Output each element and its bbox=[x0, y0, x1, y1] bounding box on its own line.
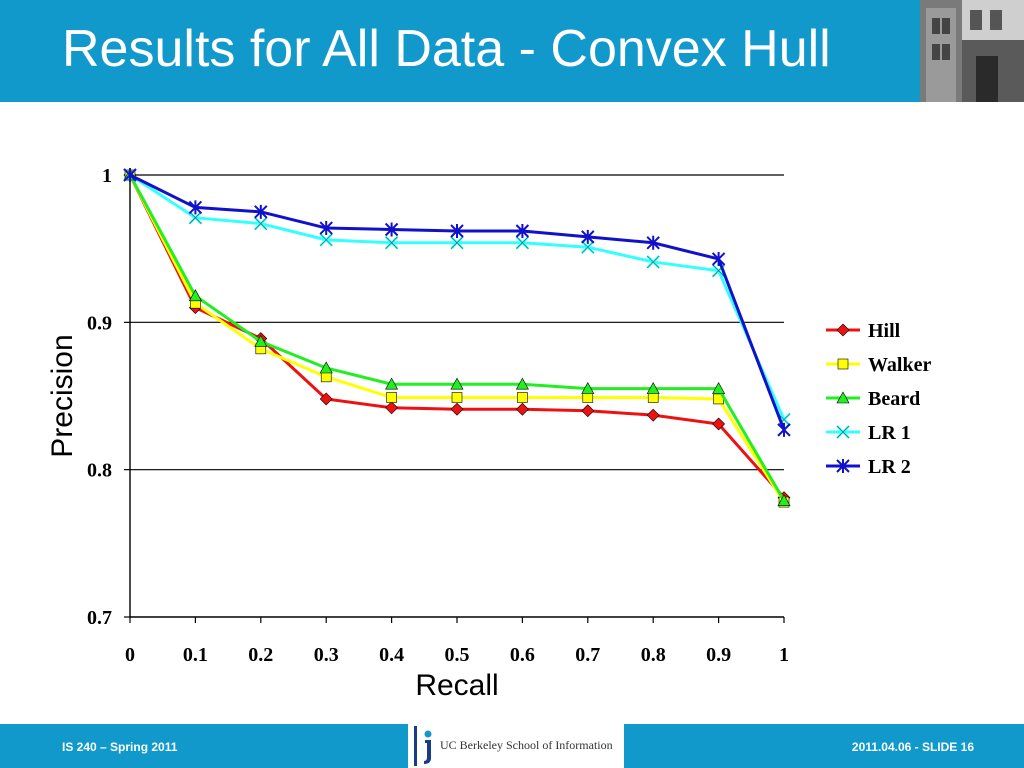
data-point bbox=[515, 223, 530, 238]
data-point bbox=[450, 402, 464, 416]
legend-item: Beard bbox=[826, 388, 920, 410]
legend: Hill Walker Beard LR 1 LR 2 bbox=[826, 320, 931, 478]
building-photo bbox=[920, 0, 1024, 102]
data-point bbox=[384, 222, 399, 237]
data-point bbox=[254, 216, 268, 231]
x-tick-label: 0.5 bbox=[445, 644, 470, 666]
legend-label: LR 1 bbox=[868, 422, 911, 444]
data-point bbox=[319, 233, 333, 247]
school-logo-text: UC Berkeley School of Information bbox=[440, 738, 613, 752]
axes bbox=[124, 174, 785, 623]
data-point bbox=[836, 425, 850, 439]
school-logo: UC Berkeley School of Information bbox=[408, 724, 624, 768]
x-tick-label: 0.8 bbox=[641, 644, 666, 666]
data-point bbox=[836, 391, 850, 404]
y-axis-title: Precision bbox=[46, 334, 79, 457]
series-lines bbox=[123, 168, 791, 508]
data-point bbox=[712, 382, 726, 394]
tick-labels: 0.7 0.8 0.9 1 0 0.1 0.2 0.3 0.4 0.5 0.6 0.7 0.8 0.9 1 bbox=[87, 165, 789, 666]
x-tick-label: 0.6 bbox=[510, 644, 535, 666]
data-point bbox=[515, 402, 529, 416]
data-point bbox=[581, 229, 595, 244]
x-tick-label: 0.1 bbox=[183, 644, 208, 666]
data-point bbox=[837, 358, 849, 370]
legend-label: LR 2 bbox=[868, 456, 911, 478]
data-point bbox=[777, 422, 791, 437]
x-tick-label: 0 bbox=[125, 644, 135, 666]
y-tick-label: 1 bbox=[102, 165, 112, 187]
data-point bbox=[450, 235, 464, 250]
data-point bbox=[647, 392, 659, 403]
data-point bbox=[517, 392, 528, 403]
slide-header: Results for All Data - Convex Hull bbox=[0, 0, 1024, 102]
series-line bbox=[129, 173, 786, 431]
data-point bbox=[319, 392, 333, 406]
data-point bbox=[386, 392, 397, 403]
data-point bbox=[581, 382, 595, 394]
data-point bbox=[385, 401, 399, 415]
data-point bbox=[123, 168, 137, 182]
data-point bbox=[515, 377, 529, 390]
x-tick-label: 1 bbox=[779, 644, 789, 666]
data-point bbox=[836, 323, 850, 337]
data-point bbox=[188, 289, 202, 302]
data-point bbox=[450, 223, 464, 238]
legend-label: Hill bbox=[868, 320, 901, 342]
x-tick-label: 0.7 bbox=[575, 644, 600, 666]
series-line bbox=[128, 174, 786, 502]
y-tick-label: 0.7 bbox=[87, 607, 112, 629]
data-point bbox=[515, 235, 530, 250]
data-point bbox=[646, 255, 660, 269]
data-point bbox=[319, 221, 333, 236]
data-point bbox=[836, 459, 850, 473]
y-tick-label: 0.9 bbox=[87, 312, 112, 334]
data-point bbox=[188, 210, 203, 225]
series-lr-2 bbox=[123, 168, 791, 437]
data-point bbox=[320, 371, 332, 383]
x-axis-title: Recall bbox=[415, 669, 498, 702]
data-point bbox=[384, 235, 399, 250]
data-point bbox=[581, 240, 595, 254]
data-point bbox=[188, 200, 203, 215]
slide-title: Results for All Data - Convex Hull bbox=[62, 20, 831, 78]
legend-item: Walker bbox=[826, 354, 931, 376]
x-tick-label: 0.9 bbox=[706, 644, 731, 666]
data-point bbox=[712, 417, 726, 431]
data-point bbox=[451, 392, 463, 403]
data-point bbox=[319, 361, 333, 374]
series-line bbox=[128, 174, 786, 499]
data-point bbox=[385, 377, 399, 390]
data-point bbox=[646, 235, 660, 250]
gridlines bbox=[130, 174, 784, 471]
data-point bbox=[581, 404, 595, 418]
legend-item: LR 1 bbox=[826, 422, 911, 444]
data-point bbox=[254, 334, 268, 347]
slide-number: 2011.04.06 - SLIDE 16 bbox=[851, 740, 974, 754]
legend-label: Beard bbox=[868, 388, 920, 410]
y-tick-label: 0.8 bbox=[87, 460, 112, 482]
legend-item: LR 2 bbox=[826, 456, 911, 478]
data-point bbox=[646, 382, 660, 394]
legend-label: Walker bbox=[868, 354, 931, 376]
data-point bbox=[450, 377, 464, 390]
data-point bbox=[254, 204, 268, 219]
data-point bbox=[646, 408, 660, 422]
legend-item: Hill bbox=[826, 320, 901, 342]
data-point bbox=[582, 392, 594, 403]
data-point bbox=[711, 251, 726, 266]
data-point bbox=[777, 493, 791, 506]
x-tick-label: 0.3 bbox=[314, 644, 339, 666]
series-beard bbox=[123, 168, 791, 506]
x-tick-label: 0.2 bbox=[248, 644, 273, 666]
precision-recall-chart: 0.70.80.910 0.1 0.2 0.3 0.4 0.5 0.6 0.7 0.8 0.9 1 … bbox=[46, 165, 931, 702]
school-logo-icon bbox=[414, 726, 432, 766]
x-tick-label: 0.4 bbox=[379, 644, 404, 666]
course-label: IS 240 – Spring 2011 bbox=[62, 740, 178, 754]
